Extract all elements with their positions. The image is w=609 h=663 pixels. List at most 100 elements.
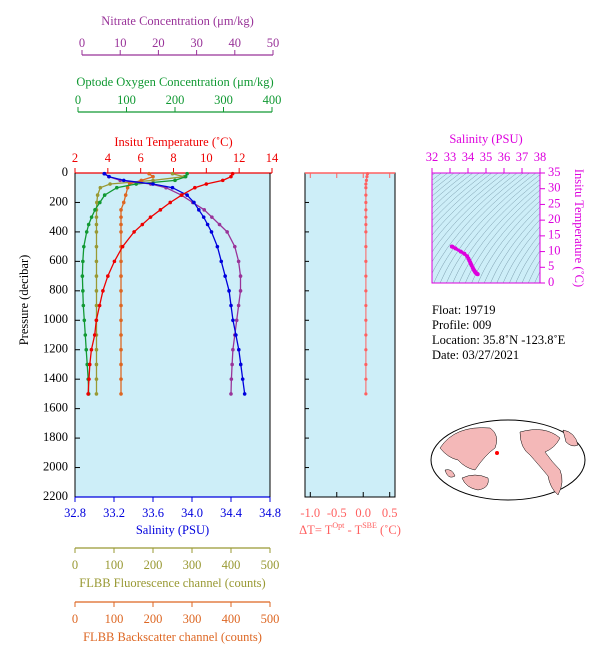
x-tick-label: 300: [183, 558, 202, 572]
x-tick-label: 400: [263, 93, 282, 107]
delta-plot-area: [305, 173, 395, 497]
profile-point: [139, 178, 144, 183]
delta-title-part: SBE: [362, 521, 377, 530]
contour-line: [509, 233, 540, 283]
profile-point: [201, 215, 206, 219]
contour-line: [521, 250, 540, 283]
delta-point: [364, 215, 368, 219]
profile-point: [219, 259, 224, 264]
profile-point: [107, 174, 111, 179]
x-tick-label: 34.4: [220, 506, 243, 520]
profile-point: [230, 171, 235, 176]
profile-point: [86, 222, 91, 227]
y-tick-label: 2000: [43, 459, 68, 473]
profile-point: [234, 318, 239, 323]
x-tick-label: 500: [261, 612, 280, 626]
profile-point: [170, 185, 175, 190]
profile-point: [227, 289, 231, 293]
x-tick-label: 0.0: [355, 506, 371, 520]
profile-point: [119, 377, 123, 381]
profile-point: [102, 193, 107, 197]
contour-line: [452, 179, 540, 283]
delta-point: [364, 208, 368, 212]
y-tick-label: 1200: [43, 342, 68, 356]
ts-y-title: Insitu Temperature (˚C): [572, 169, 586, 287]
x-tick-label: 40: [229, 36, 242, 50]
ts-point: [475, 272, 480, 277]
y-tick-label: 200: [49, 194, 68, 208]
x-tick-label: 34.0: [181, 506, 203, 520]
profile-point: [119, 362, 123, 367]
info-line: Float: 19719: [432, 303, 496, 317]
x-tick-label: 500: [261, 558, 280, 572]
x-tick-label: 37: [516, 150, 529, 164]
delta-title-part: ΔT= T: [299, 523, 333, 537]
x-tick-label: 35: [480, 150, 493, 164]
x-axis-title: FLBB Fluorescence channel (counts): [79, 576, 265, 590]
x-tick-label: 100: [117, 93, 136, 107]
x-tick-label: 0.5: [382, 506, 398, 520]
y-tick-label: 1000: [43, 312, 68, 326]
x-tick-label: 20: [152, 36, 165, 50]
profile-point: [119, 208, 123, 212]
profile-point: [204, 182, 209, 186]
plot-area: [75, 173, 270, 497]
y-tick-label: 0: [62, 165, 68, 179]
profile-point: [147, 171, 151, 176]
land: [461, 474, 489, 491]
x-axis-title: Optode Oxygen Concentration (μm/kg): [76, 75, 273, 89]
contour-line: [432, 173, 486, 222]
x-axis-title: Salinity (PSU): [136, 523, 209, 537]
profile-point: [237, 347, 241, 352]
profile-point: [223, 274, 227, 278]
profile-point: [94, 392, 99, 396]
profile-point: [197, 208, 201, 212]
contour-line: [458, 184, 540, 283]
profile-point: [193, 185, 197, 190]
x-tick-label: 400: [222, 558, 241, 572]
delta-point: [364, 178, 369, 182]
y-tick-label: 800: [49, 283, 68, 297]
x-axis-title: Nitrate Concentration (μm/kg): [101, 14, 254, 28]
delta-point: [364, 362, 368, 367]
contour-line: [490, 212, 540, 283]
profile-point: [94, 222, 99, 227]
profile-point: [94, 289, 99, 293]
float-location: [495, 451, 499, 455]
profile-point: [220, 178, 225, 183]
profile-point: [236, 303, 241, 308]
x-tick-label: 34: [462, 150, 475, 164]
profile-line: [95, 173, 185, 394]
profile-point: [238, 274, 243, 278]
profile-point: [101, 289, 105, 293]
profile-point: [94, 377, 99, 381]
x-tick-label: 33.6: [142, 506, 164, 520]
delta-title-part: - T: [344, 523, 362, 537]
delta-point: [364, 289, 368, 293]
delta-point: [365, 172, 370, 176]
profile-point: [119, 259, 123, 264]
x-tick-label: 0: [72, 558, 78, 572]
x-axis-title: Insitu Temperature (˚C): [114, 135, 232, 149]
world-map: [430, 419, 586, 501]
contour-line: [432, 173, 499, 236]
y-tick-label: 600: [49, 253, 68, 267]
y-tick-label: 1800: [43, 430, 68, 444]
contour-line: [483, 206, 540, 283]
contour-line: [432, 173, 524, 274]
profile-point: [179, 193, 184, 197]
x-tick-label: 100: [105, 558, 124, 572]
profile-line: [103, 173, 246, 394]
profile-point: [119, 347, 123, 352]
profile-point: [192, 200, 196, 205]
profile-point: [83, 333, 88, 337]
profile-point: [119, 222, 123, 227]
profile-point: [185, 193, 189, 197]
profile-point: [112, 259, 117, 264]
profile-point: [106, 274, 110, 278]
profile-point: [229, 174, 233, 179]
profile-point: [151, 174, 155, 179]
delta-point: [364, 259, 368, 263]
delta-axis-title: ΔT= TOpt - TSBE (˚C): [299, 521, 401, 537]
contour-line: [432, 173, 512, 253]
